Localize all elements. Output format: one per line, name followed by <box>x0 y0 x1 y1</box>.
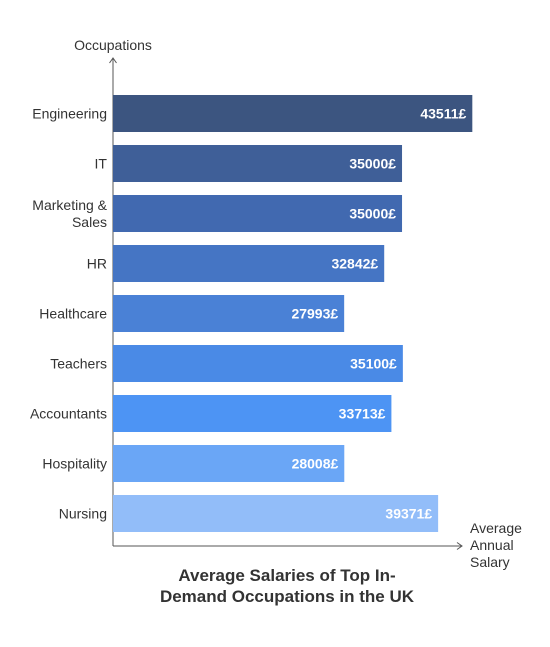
value-label: 27993£ <box>291 306 338 322</box>
x-axis-title: Average Annual Salary <box>470 520 522 570</box>
category-label: Nursing <box>59 506 107 522</box>
bars-group <box>113 95 473 532</box>
value-label: 43511£ <box>420 106 466 122</box>
category-labels: Engineering IT Marketing & Sales HR Healthcar… <box>30 106 108 522</box>
x-axis-title-text: Average Annual Salary <box>470 520 522 570</box>
value-label: 35100£ <box>350 356 397 372</box>
bar <box>113 195 403 232</box>
value-label: 28008£ <box>292 456 339 472</box>
value-label: 39371£ <box>385 506 432 522</box>
category-label: Hospitality <box>42 456 107 472</box>
value-label: 35000£ <box>349 156 396 172</box>
bar <box>113 145 403 182</box>
chart-title-text: Average Salaries of Top In-Demand Occupa… <box>160 566 415 606</box>
category-label: Accountants <box>30 406 107 422</box>
category-label: IT <box>95 156 108 172</box>
value-label: 33713£ <box>339 406 386 422</box>
bar <box>113 395 392 432</box>
bar <box>113 495 439 532</box>
chart-title: Average Salaries of Top In-Demand Occupa… <box>160 566 415 606</box>
value-label: 32842£ <box>331 256 378 272</box>
bar <box>113 345 403 382</box>
bar <box>113 95 473 132</box>
category-label: Teachers <box>50 356 107 372</box>
bar <box>113 245 385 282</box>
category-label: Engineering <box>32 106 107 122</box>
value-label: 35000£ <box>349 206 396 222</box>
y-axis-title: Occupations <box>74 37 152 53</box>
category-label: Marketing & Sales <box>32 197 107 230</box>
x-axis-arrow <box>456 542 463 550</box>
category-label: HR <box>87 256 107 272</box>
y-axis-arrow <box>109 57 117 64</box>
value-labels: 43511£ 35000£ 35000£ 32842£ 27993£ 35100£ 3371… <box>291 106 466 522</box>
category-label: Healthcare <box>39 306 107 322</box>
bar <box>113 445 345 482</box>
bar <box>113 295 345 332</box>
